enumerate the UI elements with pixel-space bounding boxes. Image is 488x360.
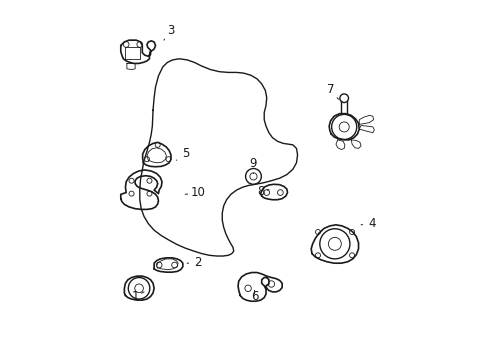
Text: 2: 2 — [187, 256, 201, 269]
Text: 5: 5 — [176, 147, 189, 160]
Text: 4: 4 — [360, 216, 375, 230]
Text: 1: 1 — [131, 290, 144, 303]
Text: 8: 8 — [256, 185, 268, 198]
Text: 7: 7 — [326, 83, 338, 99]
Text: 3: 3 — [163, 24, 174, 40]
Text: 6: 6 — [250, 290, 258, 303]
Text: 10: 10 — [185, 186, 205, 199]
Text: 9: 9 — [249, 157, 257, 174]
